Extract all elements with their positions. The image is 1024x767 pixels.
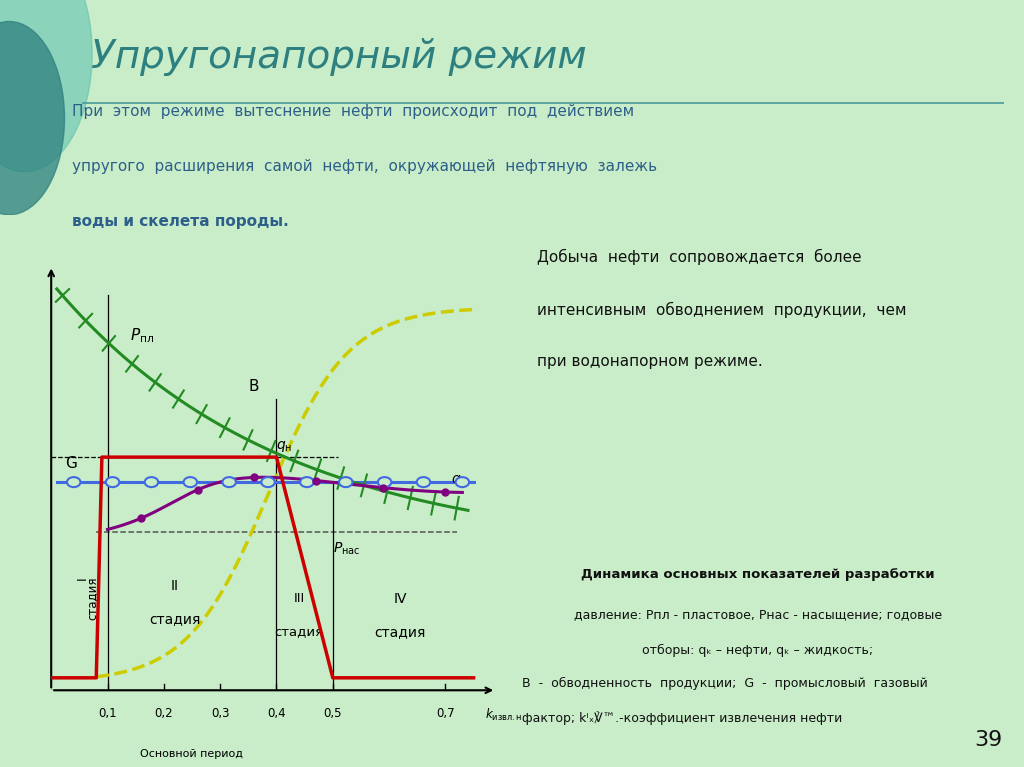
Text: При  этом  режиме  вытеснение  нефти  происходит  под  действием: При этом режиме вытеснение нефти происхо… xyxy=(72,104,634,119)
Circle shape xyxy=(105,477,120,487)
Text: I: I xyxy=(76,576,89,580)
Circle shape xyxy=(67,477,81,487)
Text: III: III xyxy=(294,592,304,605)
Text: 0,5: 0,5 xyxy=(324,707,342,720)
Circle shape xyxy=(456,477,469,487)
Text: упругого  расширения  самой  нефти,  окружающей  нефтяную  залежь: упругого расширения самой нефти, окружаю… xyxy=(72,159,656,174)
Text: воды и скелета породы.: воды и скелета породы. xyxy=(72,214,289,229)
Circle shape xyxy=(378,477,391,487)
Text: Упругонапорный режим: Упругонапорный режим xyxy=(91,38,587,77)
Text: $P_{\mathsf{пл}}$: $P_{\mathsf{пл}}$ xyxy=(130,326,155,344)
Text: II: II xyxy=(171,579,179,593)
Text: 39: 39 xyxy=(974,730,1002,750)
Circle shape xyxy=(300,477,313,487)
Circle shape xyxy=(0,21,65,215)
Text: стадия: стадия xyxy=(375,625,426,639)
Text: G: G xyxy=(66,456,77,471)
Text: стадия: стадия xyxy=(150,613,201,627)
Text: фактор; kᴵₓ℣™.-коэффициент извлечения нефти: фактор; kᴵₓ℣™.-коэффициент извлечения не… xyxy=(522,711,842,725)
Text: стадия: стадия xyxy=(86,577,98,621)
Circle shape xyxy=(261,477,274,487)
Text: $k_{\mathsf{извл.н}}$: $k_{\mathsf{извл.н}}$ xyxy=(485,707,522,723)
Text: 0,7: 0,7 xyxy=(436,707,455,720)
Text: IV: IV xyxy=(393,591,408,606)
Text: $q_{\mathsf{н}}$: $q_{\mathsf{н}}$ xyxy=(276,439,293,454)
Text: давление: Рпл - пластовое, Рнас - насыщение; годовые: давление: Рпл - пластовое, Рнас - насыще… xyxy=(573,608,942,621)
Text: 0,1: 0,1 xyxy=(98,707,117,720)
Text: интенсивным  обводнением  продукции,  чем: интенсивным обводнением продукции, чем xyxy=(537,301,906,318)
Text: В  -  обводненность  продукции;  G  -  промысловый  газовый: В - обводненность продукции; G - промысл… xyxy=(522,677,928,690)
Text: Основной период: Основной период xyxy=(140,749,244,759)
Text: B: B xyxy=(248,379,259,393)
Circle shape xyxy=(222,477,236,487)
Text: отборы: qₖ – нефти, qₖ – жидкость;: отборы: qₖ – нефти, qₖ – жидкость; xyxy=(642,644,873,657)
Text: стадия: стадия xyxy=(274,626,324,638)
Text: Динамика основных показателей разработки: Динамика основных показателей разработки xyxy=(581,568,935,581)
Text: Добыча  нефти  сопровождается  более: Добыча нефти сопровождается более xyxy=(537,249,861,265)
Circle shape xyxy=(417,477,430,487)
Text: 0,4: 0,4 xyxy=(267,707,286,720)
Text: при водонапорном режиме.: при водонапорном режиме. xyxy=(537,354,762,369)
Text: 0,3: 0,3 xyxy=(211,707,229,720)
Circle shape xyxy=(339,477,352,487)
Text: $q_{\mathsf{ж}}$: $q_{\mathsf{ж}}$ xyxy=(451,472,470,488)
Text: 0,2: 0,2 xyxy=(155,707,173,720)
Circle shape xyxy=(183,477,197,487)
Circle shape xyxy=(144,477,158,487)
Text: $P_{\mathsf{нас}}$: $P_{\mathsf{нас}}$ xyxy=(333,541,360,557)
Circle shape xyxy=(0,0,92,172)
